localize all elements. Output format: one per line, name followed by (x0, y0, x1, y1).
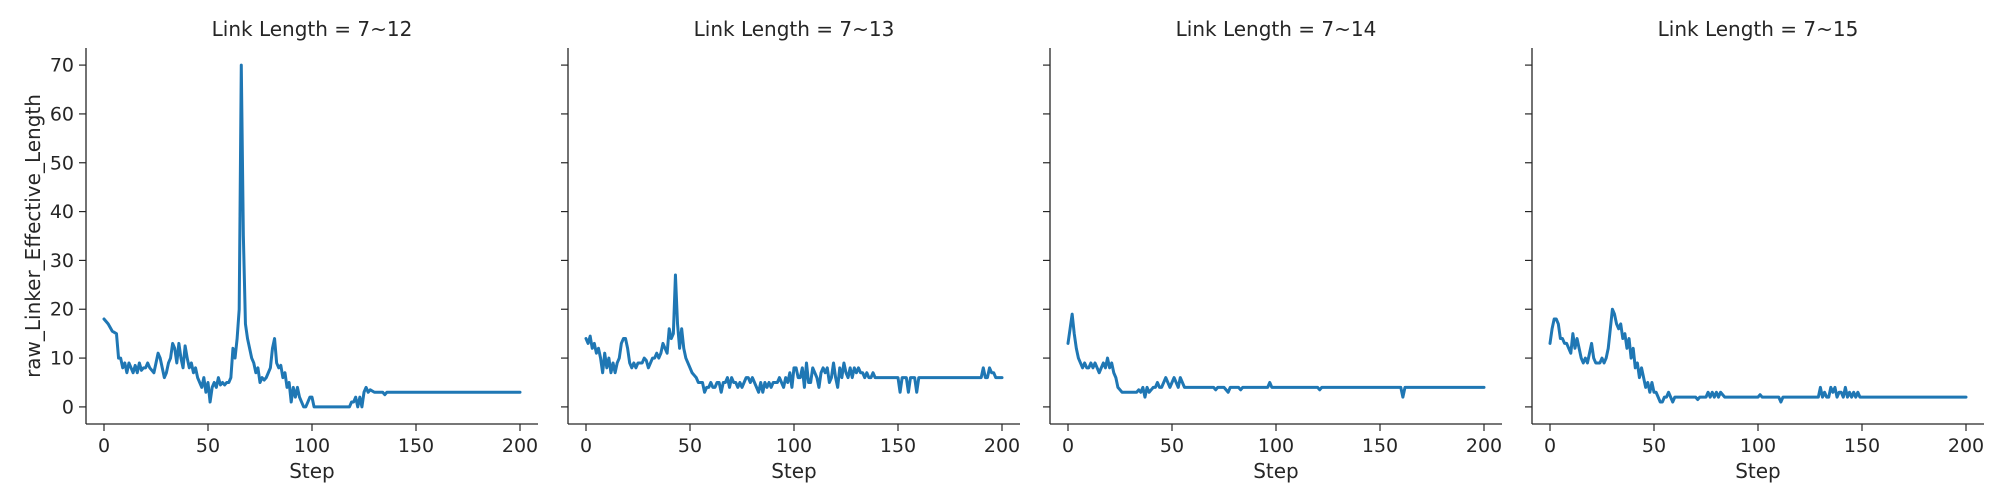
y-tick-label: 70 (50, 55, 74, 77)
x-tick-label: 50 (678, 435, 702, 457)
subplot-panel-1: Link Length = 7~12 0 10 20 30 40 50 60 70 0 50 100 1… (50, 17, 538, 483)
x-axis-label: Step (771, 459, 817, 483)
x-tick-label: 200 (984, 435, 1020, 457)
x-tick-label: 150 (1844, 435, 1880, 457)
series-line (1548, 307, 1968, 404)
x-tick-label: 150 (398, 435, 434, 457)
x-tick-label: 100 (294, 435, 330, 457)
subplot-panel-2: Link Length = 7~13 0 50 100 150 200 Step (561, 17, 1020, 483)
x-tick-label: 200 (1948, 435, 1984, 457)
x-tick-label: 200 (502, 435, 538, 457)
y-axis-label: raw_Linker_Effective_Length (21, 94, 45, 378)
y-tick-label: 50 (50, 152, 74, 174)
x-tick-label: 100 (1258, 435, 1294, 457)
y-tick-label: 40 (50, 201, 74, 223)
series-line (584, 273, 1004, 394)
x-tick-label: 100 (776, 435, 812, 457)
x-tick-label: 0 (580, 435, 592, 457)
subplot-panel-4: Link Length = 7~15 0 50 100 150 200 Step (1525, 17, 1984, 483)
x-tick-label: 0 (98, 435, 110, 457)
x-tick-label: 0 (1062, 435, 1074, 457)
y-tick-label: 30 (50, 250, 74, 272)
y-tick-label: 10 (50, 348, 74, 370)
x-tick-label: 50 (196, 435, 220, 457)
x-tick-label: 0 (1544, 435, 1556, 457)
panel-title: Link Length = 7~14 (1176, 17, 1377, 41)
series-line (102, 63, 522, 409)
y-tick-label: 0 (62, 396, 74, 418)
x-axis-label: Step (289, 459, 335, 483)
panel-title: Link Length = 7~15 (1658, 17, 1859, 41)
y-tick-label: 60 (50, 103, 74, 125)
panel-title: Link Length = 7~13 (694, 17, 895, 41)
panel-title: Link Length = 7~12 (212, 17, 413, 41)
x-axis-label: Step (1735, 459, 1781, 483)
subplot-panel-3: Link Length = 7~14 0 50 100 150 200 Step (1043, 17, 1502, 483)
x-tick-label: 150 (880, 435, 916, 457)
series-line (1066, 312, 1486, 399)
x-tick-label: 100 (1740, 435, 1776, 457)
x-tick-label: 150 (1362, 435, 1398, 457)
x-axis-label: Step (1253, 459, 1299, 483)
x-tick-label: 50 (1642, 435, 1666, 457)
x-tick-label: 50 (1160, 435, 1184, 457)
x-tick-label: 200 (1466, 435, 1502, 457)
y-tick-label: 20 (50, 299, 74, 321)
